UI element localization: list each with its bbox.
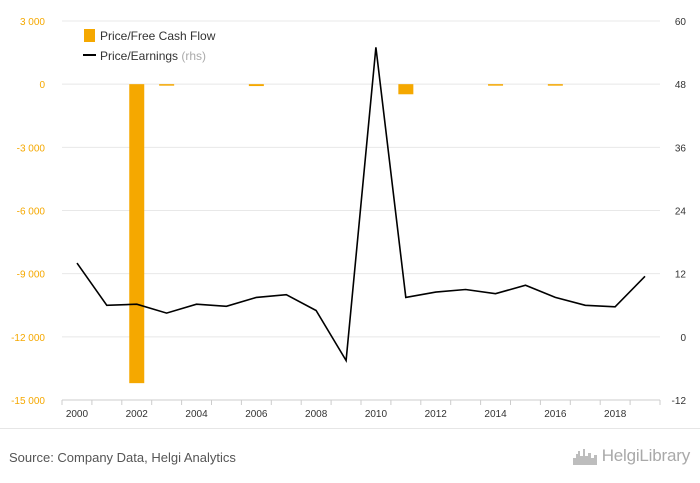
- legend-swatch-pe: [83, 54, 96, 56]
- legend-label-fcf: Price/Free Cash Flow: [100, 29, 216, 43]
- source-note: Source: Company Data, Helgi Analytics: [9, 450, 236, 465]
- right-axis-labels: 60 48 36 24 12 0 -12: [672, 17, 687, 407]
- left-tick-label: 3 000: [20, 17, 45, 28]
- left-tick-label: -9 000: [17, 270, 46, 281]
- x-tick-label: 2010: [365, 409, 388, 420]
- x-tick-label: 2006: [245, 409, 268, 420]
- x-tick-label: 2016: [544, 409, 567, 420]
- right-tick-label: 24: [675, 207, 687, 218]
- fcf-bar-2002: [129, 84, 145, 384]
- right-tick-label: 48: [675, 80, 687, 91]
- brand-logo[interactable]: HelgiLibrary: [572, 446, 690, 466]
- chart: 3 000 0 -3 000 -6 000 -9 000 -12 000 -15 000 6…: [11, 17, 687, 420]
- x-tick-label: 2008: [305, 409, 328, 420]
- legend-label-pe: Price/Earnings (rhs): [100, 49, 206, 63]
- brand-name: HelgiLibrary: [601, 446, 691, 465]
- left-tick-label: 0: [39, 80, 45, 91]
- x-axis: 2000 2002 2004 2006 2008 2010 2012 2014 2016 2018: [61, 399, 661, 420]
- fcf-bars: [129, 84, 563, 384]
- left-tick-label: -15 000: [11, 396, 45, 407]
- legend: Price/Free Cash Flow Price/Earnings (rhs…: [83, 29, 216, 63]
- left-tick-label: -3 000: [17, 143, 46, 154]
- left-tick-label: -12 000: [11, 333, 45, 344]
- left-axis-labels: 3 000 0 -3 000 -6 000 -9 000 -12 000 -15 000: [11, 17, 45, 407]
- left-tick-label: -6 000: [17, 207, 46, 218]
- x-tick-label: 2012: [425, 409, 448, 420]
- legend-swatch-fcf: [84, 29, 95, 42]
- x-tick-label: 2014: [484, 409, 507, 420]
- fcf-bar-2016: [547, 84, 563, 86]
- right-tick-label: 0: [680, 333, 686, 344]
- fcf-bar-2011: [398, 84, 414, 95]
- right-tick-label: 36: [675, 143, 687, 154]
- x-tick-label: 2000: [66, 409, 89, 420]
- right-tick-label: -12: [672, 396, 687, 407]
- right-tick-label: 60: [675, 17, 687, 28]
- x-tick-label: 2004: [185, 409, 208, 420]
- pe-line: [76, 47, 646, 363]
- footer-divider: [0, 428, 700, 429]
- x-tick-label: 2018: [604, 409, 627, 420]
- fcf-bar-2006: [248, 84, 264, 87]
- fcf-bar-2003: [159, 84, 175, 86]
- skyline-icon: [572, 449, 597, 465]
- x-tick-label: 2002: [126, 409, 149, 420]
- right-tick-label: 12: [675, 270, 687, 281]
- pe-line-path: [76, 47, 646, 363]
- fcf-bar-2014: [488, 84, 504, 86]
